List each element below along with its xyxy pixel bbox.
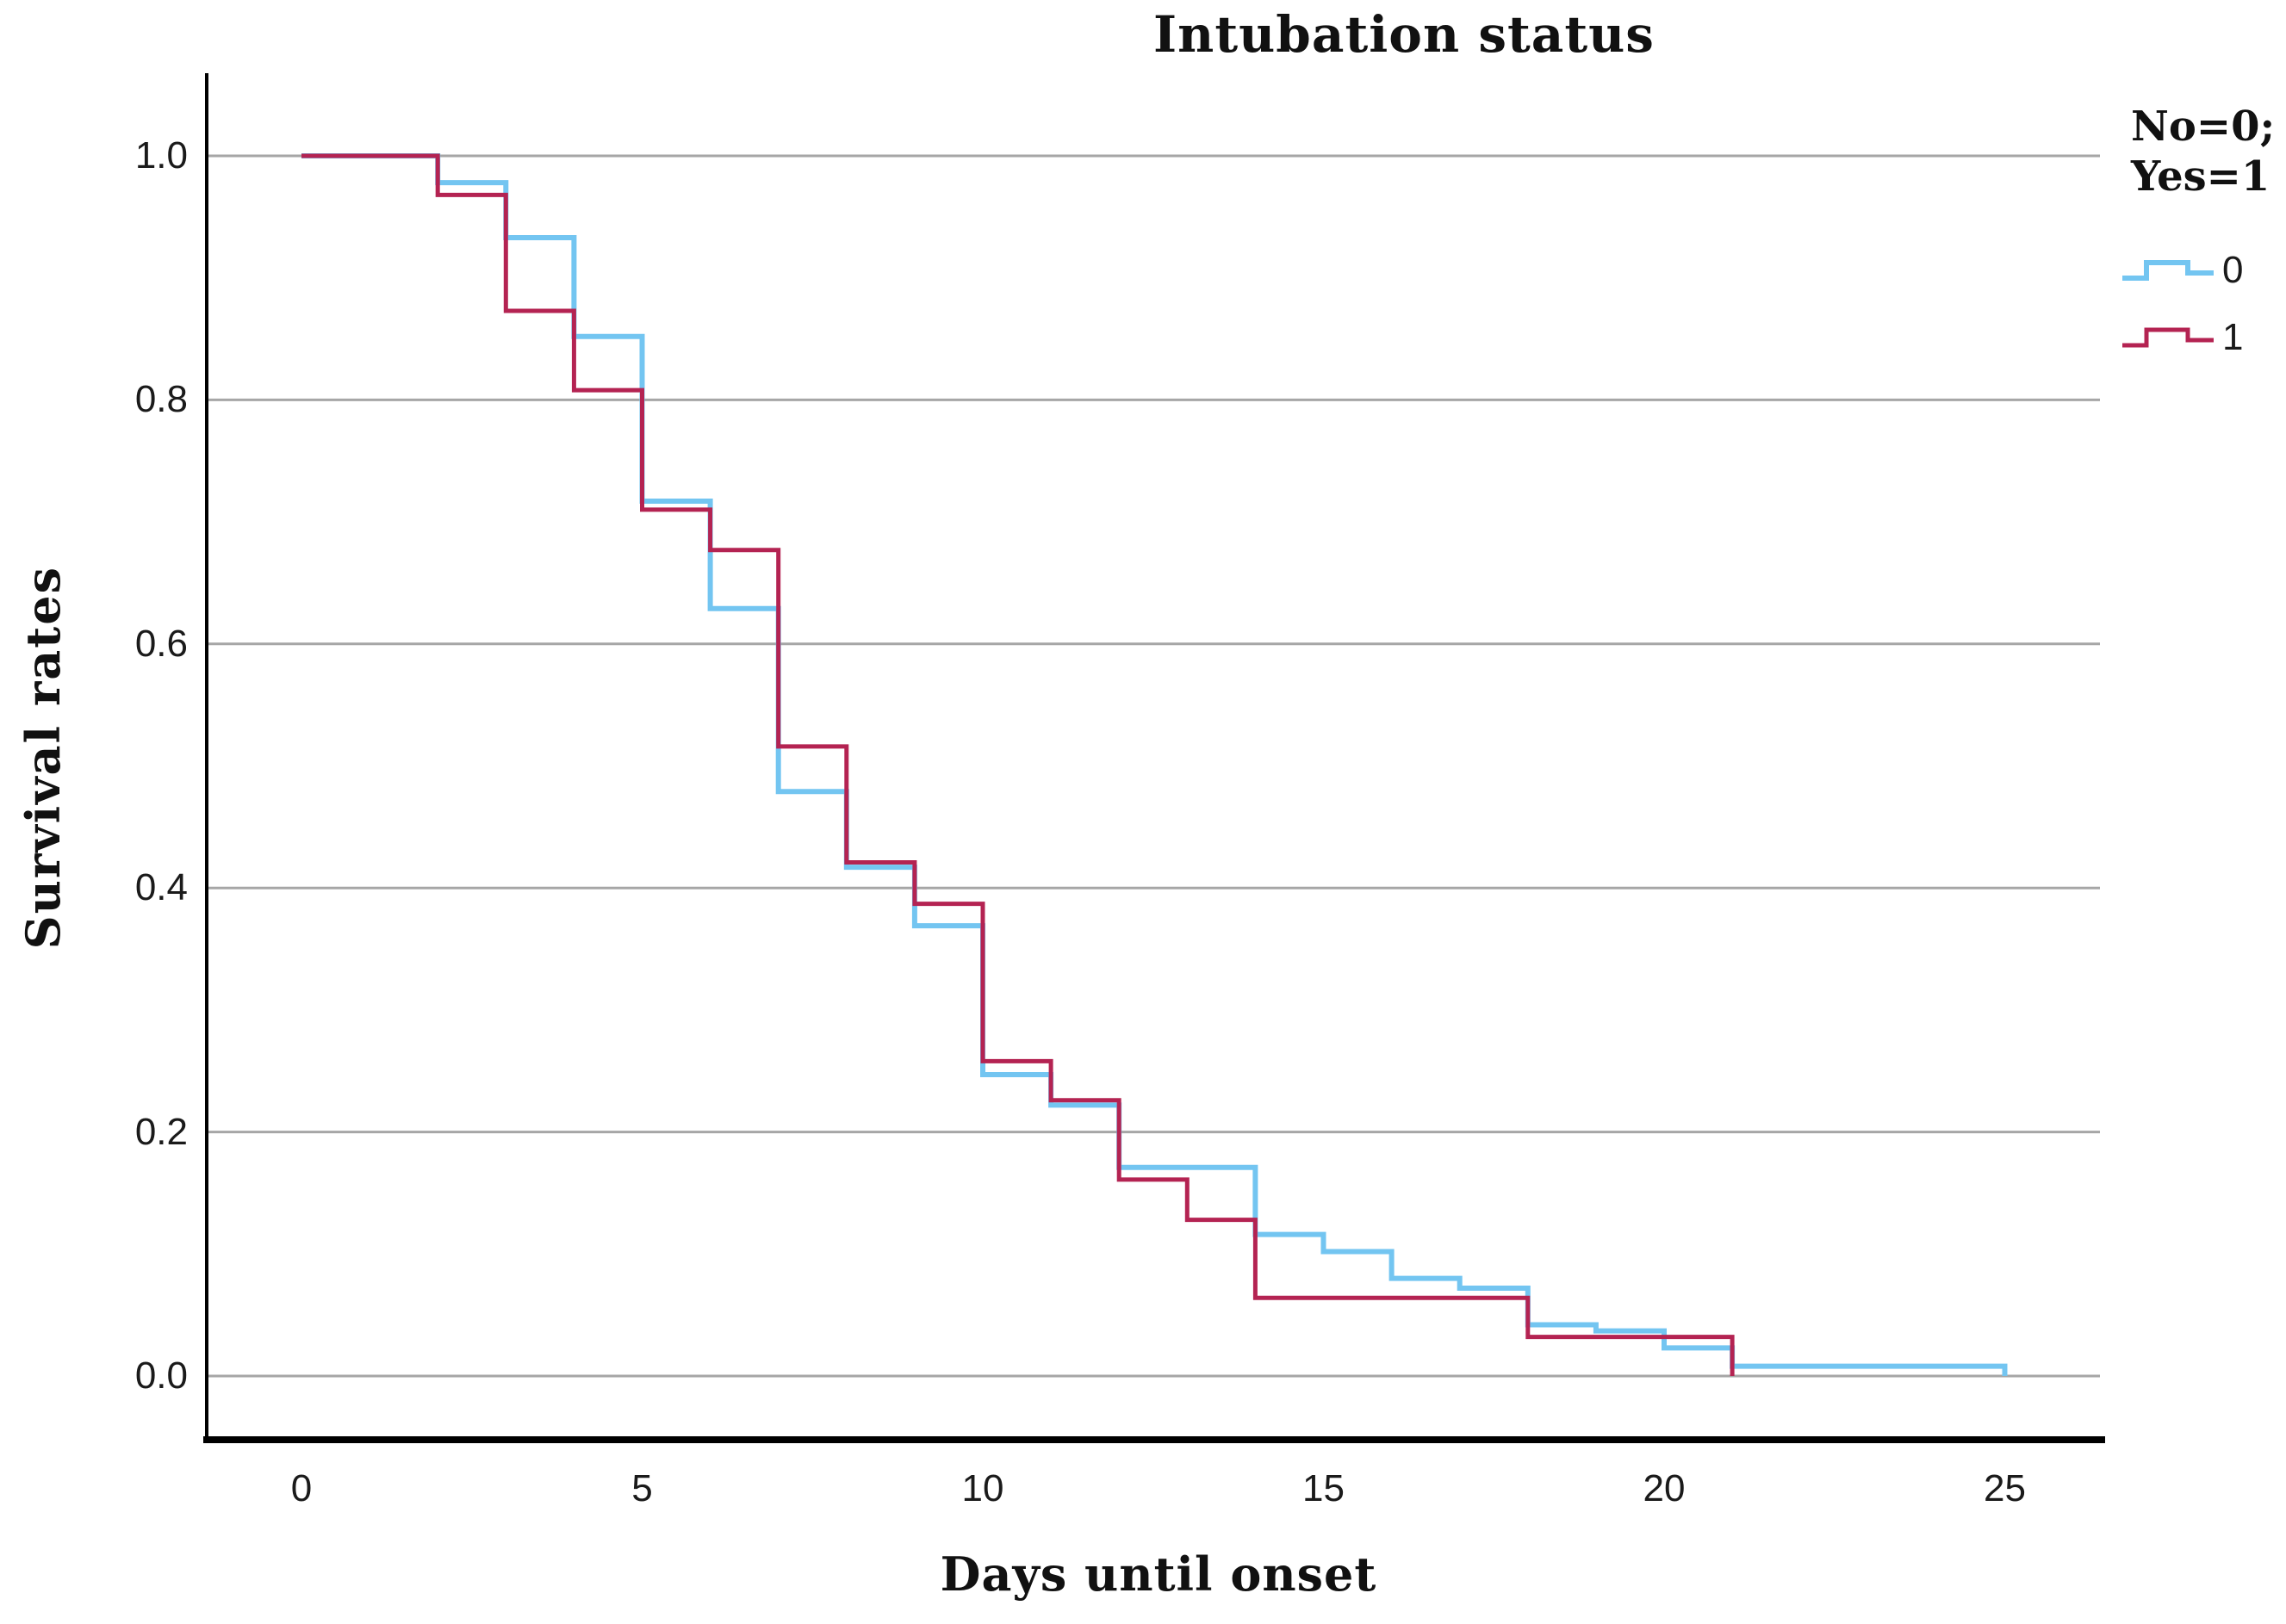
survival-curve-group-1 bbox=[301, 153, 1735, 1376]
y-tick-label-0.4: 0.4 bbox=[134, 866, 188, 909]
y-tick-label-1.0: 1.0 bbox=[134, 134, 188, 177]
survival-curve-group-0 bbox=[301, 153, 2008, 1376]
legend-entry-0: 0 bbox=[2121, 251, 2243, 289]
x-tick-label-5: 5 bbox=[631, 1467, 653, 1509]
legend-label-0: 0 bbox=[2222, 249, 2244, 291]
x-tick-label-10: 10 bbox=[961, 1467, 1004, 1509]
y-tick-label-0.8: 0.8 bbox=[134, 378, 188, 421]
x-axis-title: Days until onset bbox=[940, 1547, 1377, 1602]
legend-label-1: 1 bbox=[2222, 316, 2244, 358]
x-tick-label-0: 0 bbox=[290, 1467, 313, 1509]
legend-swatch-0-icon bbox=[2122, 260, 2214, 281]
legend-entry-1: 1 bbox=[2121, 319, 2243, 356]
y-tick-label-0.0: 0.0 bbox=[134, 1354, 188, 1397]
x-tick-label-15: 15 bbox=[1302, 1467, 1345, 1509]
x-tick-label-20: 20 bbox=[1643, 1467, 1686, 1509]
legend-title-line-1: No=0; bbox=[2131, 102, 2276, 151]
legend-title-line-2: Yes=1 bbox=[2131, 152, 2270, 201]
chart-title: Intubation status bbox=[1153, 5, 1655, 64]
x-tick-label-25: 25 bbox=[1984, 1467, 2026, 1509]
y-tick-label-0.2: 0.2 bbox=[134, 1110, 188, 1153]
legend-title: No=0; Yes=1 bbox=[2131, 102, 2275, 201]
legend-swatch-1-icon bbox=[2122, 327, 2214, 348]
y-tick-label-0.6: 0.6 bbox=[134, 622, 188, 665]
